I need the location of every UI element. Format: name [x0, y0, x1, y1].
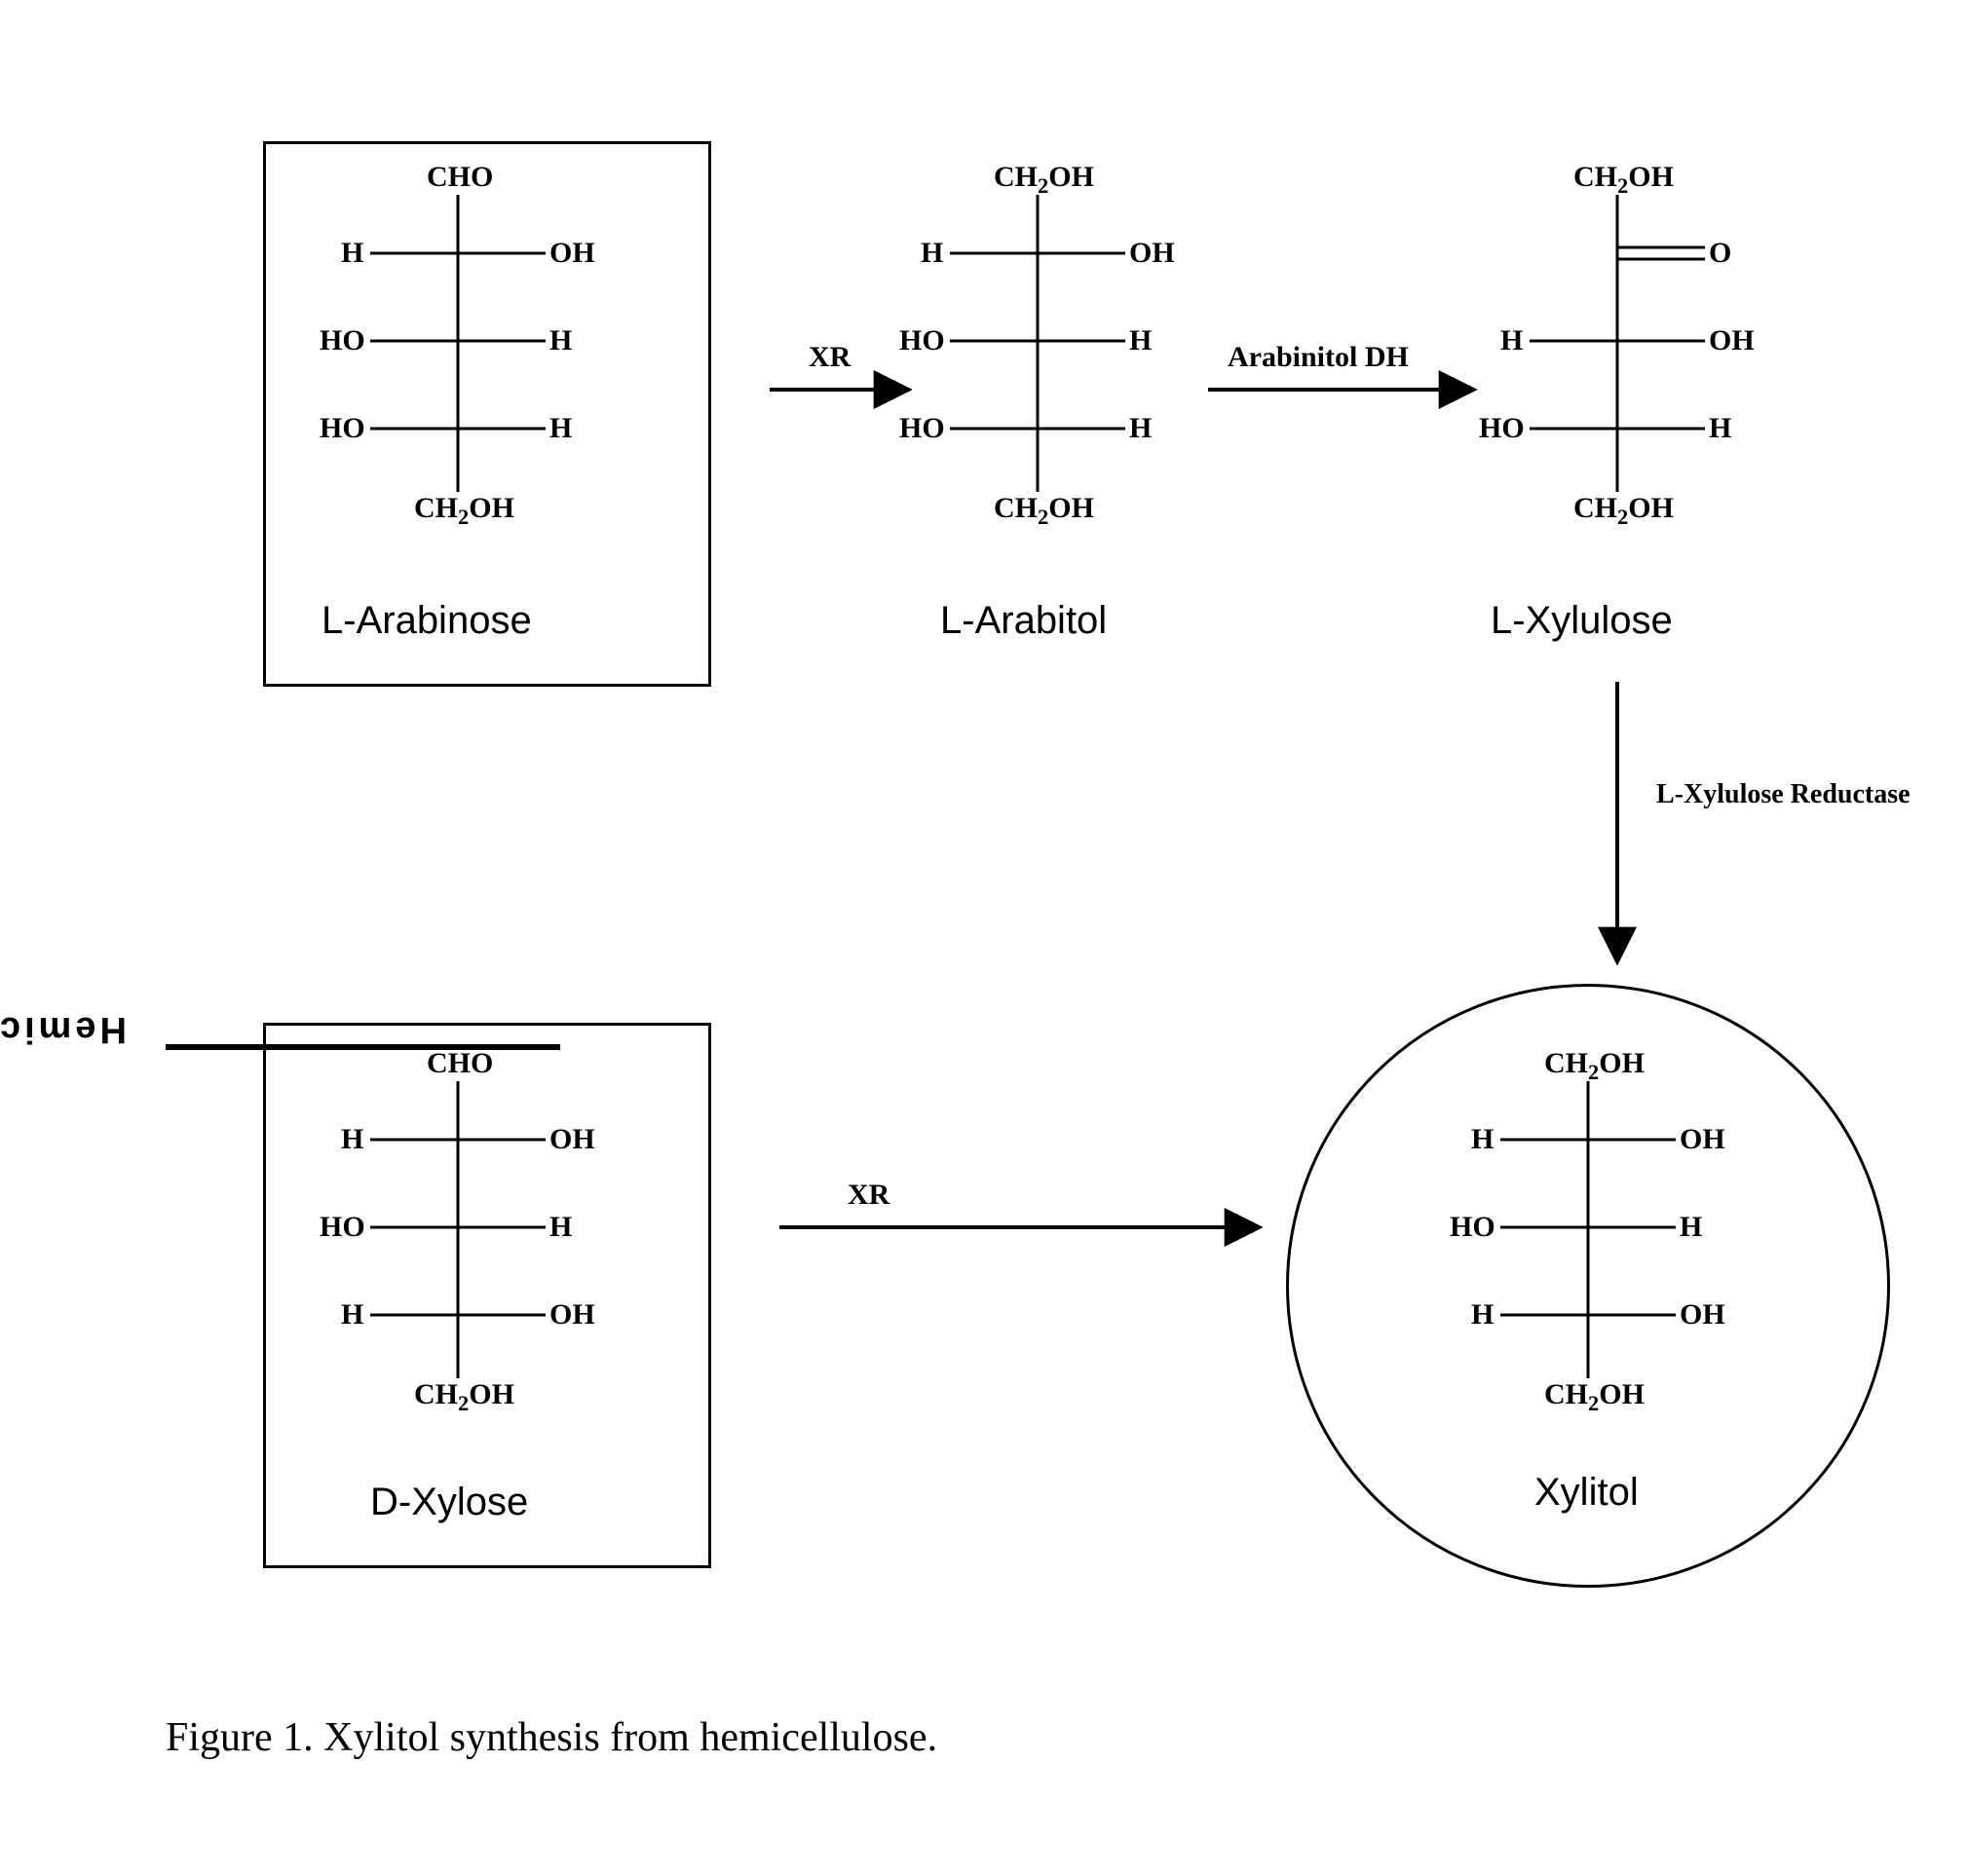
d-xylose-name: D-Xylose — [370, 1481, 528, 1524]
d-xylose-r1r: H — [549, 1211, 572, 1244]
d-xylose-r0r: OH — [549, 1123, 595, 1156]
l-arabitol-r2l: HO — [899, 412, 945, 445]
l-arabitol-top: CH2OH — [994, 161, 1094, 199]
l-arabinose-name: L-Arabinose — [322, 599, 532, 643]
xylitol-r1l: HO — [1450, 1211, 1495, 1244]
l-xylulose-r1l: H — [1500, 324, 1523, 357]
l-arabinose-bottom: CH2OH — [414, 492, 514, 530]
xylitol-bottom: CH2OH — [1544, 1378, 1645, 1416]
l-xylulose-bottom: CH2OH — [1573, 492, 1674, 530]
hemicellulose-text: Hemicellulose — [0, 1008, 127, 1050]
l-arabinose-r0r: OH — [549, 237, 595, 270]
d-xylose-r0l: H — [341, 1123, 363, 1156]
l-xylulose-top: CH2OH — [1573, 161, 1674, 199]
l-arabitol-r0r: OH — [1129, 237, 1175, 270]
enzyme-xylulose-reductase: L-Xylulose Reductase — [1656, 779, 1911, 810]
d-xylose-structure — [370, 1081, 546, 1378]
xylitol-r0r: OH — [1680, 1123, 1725, 1156]
enzyme-xr-2: XR — [848, 1179, 889, 1212]
xylitol-structure — [1500, 1081, 1676, 1378]
l-xylulose-r0r: O — [1709, 237, 1731, 270]
l-xylulose-name: L-Xylulose — [1491, 599, 1673, 643]
xylitol-r0l: H — [1471, 1123, 1494, 1156]
xylitol-r2r: OH — [1680, 1298, 1725, 1332]
l-arabitol-r0l: H — [921, 237, 943, 270]
xylitol-top: CH2OH — [1544, 1047, 1645, 1085]
d-xylose-r2l: H — [341, 1298, 363, 1332]
l-arabitol-name: L-Arabitol — [940, 599, 1107, 643]
l-arabinose-r0l: H — [341, 237, 363, 270]
d-xylose-top: CHO — [427, 1047, 493, 1080]
xylitol-r1r: H — [1680, 1211, 1702, 1244]
enzyme-xr-1: XR — [809, 341, 851, 374]
l-arabinose-r2r: H — [549, 412, 572, 445]
d-xylose-bottom: CH2OH — [414, 1378, 514, 1416]
d-xylose-r1l: HO — [320, 1211, 365, 1244]
l-arabitol-r1l: HO — [899, 324, 945, 357]
d-xylose-r2r: OH — [549, 1298, 595, 1332]
l-xylulose-r2r: H — [1709, 412, 1731, 445]
l-arabinose-r1r: H — [549, 324, 572, 357]
l-arabitol-structure — [950, 195, 1125, 492]
l-arabinose-top: CHO — [427, 161, 493, 194]
l-xylulose-r1r: OH — [1709, 324, 1755, 357]
l-arabitol-r1r: H — [1129, 324, 1152, 357]
enzyme-arabinitol-dh: Arabinitol DH — [1228, 341, 1409, 374]
l-arabinose-r2l: HO — [320, 412, 365, 445]
xylitol-name: Xylitol — [1534, 1471, 1639, 1515]
l-xylulose-structure — [1530, 195, 1705, 492]
l-arabitol-r2r: H — [1129, 412, 1152, 445]
diagram-canvas: CHO H OH HO H HO H CH2OH L-Arabinose CH2… — [0, 0, 1968, 1876]
figure-caption: Figure 1. Xylitol synthesis from hemicel… — [166, 1714, 937, 1761]
l-xylulose-r2l: HO — [1479, 412, 1525, 445]
l-arabinose-structure — [370, 195, 546, 492]
xylitol-r2l: H — [1471, 1298, 1494, 1332]
l-arabitol-bottom: CH2OH — [994, 492, 1094, 530]
diagram-svg — [0, 0, 1968, 1876]
l-arabinose-r1l: HO — [320, 324, 365, 357]
